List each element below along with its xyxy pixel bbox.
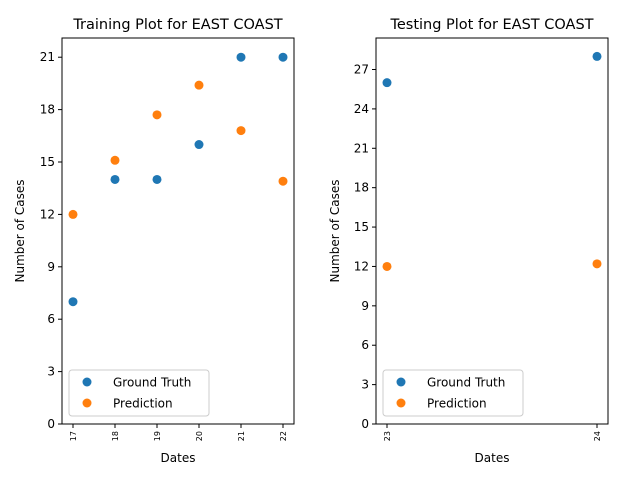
testing-ytick-label: 18 (354, 181, 369, 195)
training-plot-ylabel: Number of Cases (13, 179, 27, 282)
training-point-prediction (110, 155, 120, 165)
training-xtick-label: 22 (279, 431, 288, 441)
training-point-ground-truth (152, 174, 162, 184)
testing-xtick-label: 24 (593, 431, 602, 441)
testing-point-ground-truth (592, 51, 602, 61)
legend-box (382, 369, 524, 417)
testing-plot-ticks: 0 3 6 9 12 15 18 21 24 27 23 24 (354, 63, 602, 442)
training-xtick-label: 17 (69, 431, 78, 441)
testing-point-ground-truth (382, 78, 392, 88)
training-ytick-label: 6 (47, 312, 55, 326)
training-point-ground-truth (194, 140, 204, 150)
testing-plot: Testing Plot for EAST COAST Dates Number… (328, 17, 609, 465)
training-ytick-label: 12 (40, 207, 55, 221)
legend-marker-ground-truth (82, 377, 92, 387)
training-point-ground-truth (236, 52, 246, 62)
testing-plot-title: Testing Plot for EAST COAST (389, 17, 593, 33)
training-xtick-label: 19 (153, 431, 162, 441)
training-plot-xlabel: Dates (161, 451, 196, 465)
testing-plot-legend: Ground Truth Prediction (382, 369, 524, 417)
training-point-prediction (236, 126, 246, 136)
legend-label-ground-truth: Ground Truth (113, 376, 191, 390)
legend-label-ground-truth: Ground Truth (427, 376, 505, 390)
training-plot-title: Training Plot for EAST COAST (72, 17, 282, 33)
testing-ytick-label: 3 (361, 378, 369, 392)
training-point-ground-truth (278, 52, 288, 62)
testing-ytick-label: 6 (361, 338, 369, 352)
training-ytick-label: 9 (47, 260, 55, 274)
testing-plot-xlabel: Dates (475, 451, 510, 465)
testing-plot-ylabel: Number of Cases (328, 179, 342, 282)
training-plot-frame (61, 37, 295, 425)
training-ytick-label: 21 (40, 50, 55, 64)
training-xtick-label: 21 (237, 431, 246, 441)
testing-point-prediction (592, 259, 602, 269)
training-point-ground-truth (110, 174, 120, 184)
training-plot-points (68, 52, 288, 307)
training-ytick-label: 3 (47, 365, 55, 379)
testing-plot-frame (375, 37, 609, 425)
training-plot: Training Plot for EAST COAST Dates Numbe… (13, 17, 295, 465)
training-point-ground-truth (68, 297, 78, 307)
testing-ytick-label: 27 (354, 63, 369, 77)
legend-marker-prediction (396, 398, 406, 408)
testing-ytick-label: 9 (361, 299, 369, 313)
testing-point-prediction (382, 261, 392, 271)
training-point-prediction (68, 209, 78, 219)
testing-ytick-label: 15 (354, 220, 369, 234)
training-point-prediction (152, 110, 162, 120)
legend-label-prediction: Prediction (113, 397, 173, 411)
training-xtick-label: 18 (111, 431, 120, 441)
training-ytick-label: 15 (40, 155, 55, 169)
testing-ytick-label: 24 (354, 102, 369, 116)
training-point-prediction (278, 176, 288, 186)
testing-ytick-label: 12 (354, 259, 369, 273)
testing-xtick-label: 23 (383, 431, 392, 441)
testing-plot-points (382, 51, 602, 271)
legend-marker-prediction (82, 398, 92, 408)
training-plot-ticks: 0 3 6 9 12 15 18 21 17 18 19 20 21 22 (40, 50, 288, 441)
testing-ytick-label: 0 (361, 417, 369, 431)
training-ytick-label: 0 (47, 417, 55, 431)
training-xtick-label: 20 (195, 431, 204, 441)
legend-marker-ground-truth (396, 377, 406, 387)
testing-ytick-label: 21 (354, 141, 369, 155)
legend-label-prediction: Prediction (427, 397, 487, 411)
training-point-prediction (194, 80, 204, 90)
legend-box (68, 369, 210, 417)
training-plot-legend: Ground Truth Prediction (68, 369, 210, 417)
training-ytick-label: 18 (40, 103, 55, 117)
